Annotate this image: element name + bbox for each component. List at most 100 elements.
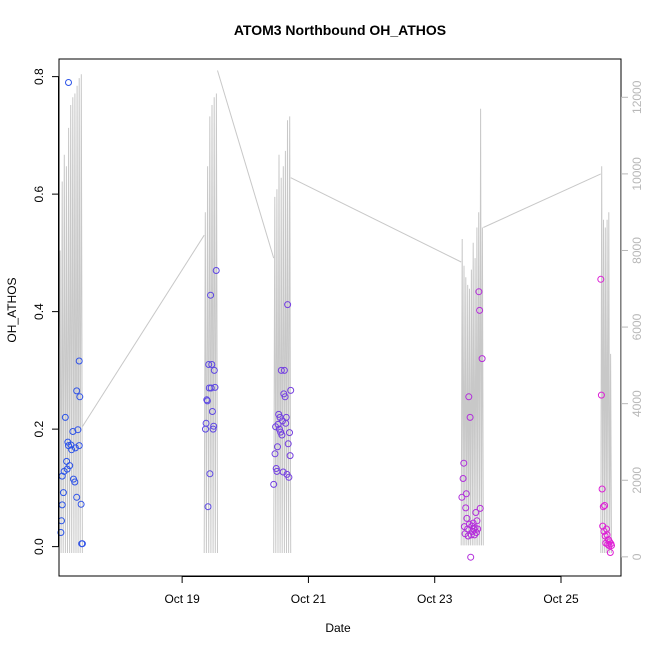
data-point	[598, 485, 606, 493]
data-point	[599, 503, 607, 511]
data-point	[282, 413, 290, 421]
data-point	[285, 473, 293, 481]
data-point	[597, 275, 605, 283]
data-point	[77, 500, 85, 508]
data-point	[472, 529, 480, 536]
data-point	[597, 391, 605, 399]
data-point	[212, 267, 220, 274]
data-point	[208, 408, 216, 415]
y-tick-label-right: 12000	[630, 80, 644, 114]
data-point	[274, 420, 282, 428]
data-point	[71, 478, 79, 486]
x-axis: Oct 19 Oct 21 Oct 23 Oct 25	[164, 576, 579, 606]
data-point	[280, 366, 288, 374]
y-tick-label-left: 0.2	[32, 420, 46, 437]
data-point	[203, 397, 211, 405]
data-point	[73, 387, 81, 395]
data-point	[278, 431, 286, 439]
data-point	[281, 393, 289, 401]
altitude-trace-flight-4	[460, 108, 484, 546]
y-tick-label-left: 0.4	[32, 303, 46, 320]
data-point	[204, 503, 212, 511]
x-axis-label: Date	[325, 621, 351, 635]
data-point	[286, 429, 293, 437]
data-point	[270, 480, 278, 488]
data-point	[58, 501, 66, 509]
data-point	[277, 366, 285, 374]
y-axis-left: 0.0 0.2 0.4 0.6 0.8	[32, 68, 59, 555]
data-point	[63, 457, 71, 465]
y-tick-label-right: 4000	[630, 390, 644, 417]
data-point	[608, 542, 615, 549]
data-point	[271, 450, 279, 458]
data-point	[71, 444, 79, 452]
data-point	[75, 357, 83, 365]
x-tick-label: Oct 19	[164, 592, 200, 606]
altitude-connector-2	[217, 70, 275, 259]
data-point	[209, 425, 217, 433]
y-tick-label-right: 0	[630, 553, 644, 560]
data-point	[465, 393, 473, 401]
altitude-connector-3	[290, 177, 462, 263]
y-tick-label-right: 10000	[630, 157, 644, 191]
data-point	[73, 493, 81, 501]
data-point	[66, 462, 74, 470]
x-tick-label: Oct 23	[417, 592, 453, 606]
data-point	[274, 443, 281, 451]
chart-title: ATOM3 Northbound OH_ATHOS	[234, 22, 446, 38]
y-axis-right: 0 2000 4000 6000 8000 10000 12000	[621, 80, 644, 560]
altitude-connector-1	[81, 234, 205, 427]
data-point	[286, 452, 294, 460]
y-tick-label-right: 6000	[630, 313, 644, 340]
data-point	[473, 517, 481, 525]
data-point	[478, 355, 486, 363]
data-point	[475, 288, 483, 296]
data-point	[74, 426, 82, 434]
data-point	[606, 538, 614, 546]
plot-border	[58, 58, 622, 577]
data-point	[605, 542, 613, 549]
data-point	[279, 468, 287, 476]
data-point	[208, 361, 216, 368]
data-point	[57, 529, 65, 536]
data-point	[459, 475, 467, 482]
data-point	[458, 493, 466, 501]
altitude-connector-4	[483, 173, 602, 228]
data-point	[207, 291, 215, 299]
data-point	[202, 419, 210, 427]
data-point	[205, 361, 213, 368]
data-point	[59, 489, 67, 497]
data-point	[474, 525, 482, 533]
data-point	[75, 442, 83, 450]
data-point	[462, 504, 470, 512]
data-point	[603, 531, 611, 539]
x-tick-label: Oct 25	[543, 592, 579, 606]
x-tick-label: Oct 21	[291, 592, 327, 606]
data-point	[65, 79, 72, 86]
y-tick-label-left: 0.8	[32, 68, 46, 85]
altitude-trace-flight-1	[58, 74, 83, 554]
data-point	[601, 502, 609, 509]
data-point	[272, 465, 280, 472]
altitude-trace-flight-2	[203, 93, 218, 554]
data-point	[207, 384, 215, 392]
data-point	[467, 553, 475, 561]
data-point	[206, 470, 214, 478]
y-tick-label-right: 8000	[630, 237, 644, 264]
altitude-line-layer	[58, 70, 612, 554]
data-point	[61, 413, 69, 421]
data-point	[476, 306, 484, 314]
data-point	[210, 422, 218, 430]
data-point	[606, 549, 614, 556]
y-tick-label-left: 0.6	[32, 185, 46, 202]
data-point	[76, 393, 84, 401]
data-point-layer	[57, 79, 615, 561]
data-point	[210, 366, 218, 374]
data-point	[463, 514, 471, 522]
data-point	[287, 386, 295, 394]
y-tick-label-right: 2000	[630, 467, 644, 494]
altitude-trace-flight-3	[273, 116, 292, 554]
y-axis-label: OH_ATHOS	[5, 277, 19, 342]
altitude-trace-flight-5	[600, 166, 612, 554]
